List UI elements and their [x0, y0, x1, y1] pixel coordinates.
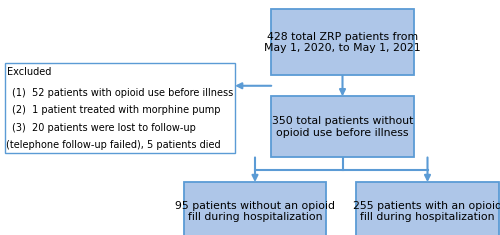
FancyBboxPatch shape: [356, 182, 499, 235]
Text: (3)  20 patients were lost to follow-up: (3) 20 patients were lost to follow-up: [12, 123, 196, 133]
Text: 350 total patients without
opioid use before illness: 350 total patients without opioid use be…: [272, 116, 413, 138]
Text: Excluded: Excluded: [6, 67, 51, 77]
Text: 255 patients with an opioid
fill during hospitalization: 255 patients with an opioid fill during …: [353, 201, 500, 222]
FancyBboxPatch shape: [272, 9, 414, 75]
Text: (telephone follow-up failed), 5 patients died: (telephone follow-up failed), 5 patients…: [6, 140, 221, 149]
Text: 95 patients without an opioid
fill during hospitalization: 95 patients without an opioid fill durin…: [175, 201, 335, 222]
Text: (1)  52 patients with opioid use before illness: (1) 52 patients with opioid use before i…: [12, 88, 234, 98]
FancyBboxPatch shape: [184, 182, 326, 235]
Text: (2)  1 patient treated with morphine pump: (2) 1 patient treated with morphine pump: [12, 106, 221, 115]
Text: 428 total ZRP patients from
May 1, 2020, to May 1, 2021: 428 total ZRP patients from May 1, 2020,…: [264, 31, 421, 53]
FancyBboxPatch shape: [5, 63, 235, 153]
FancyBboxPatch shape: [272, 96, 414, 157]
